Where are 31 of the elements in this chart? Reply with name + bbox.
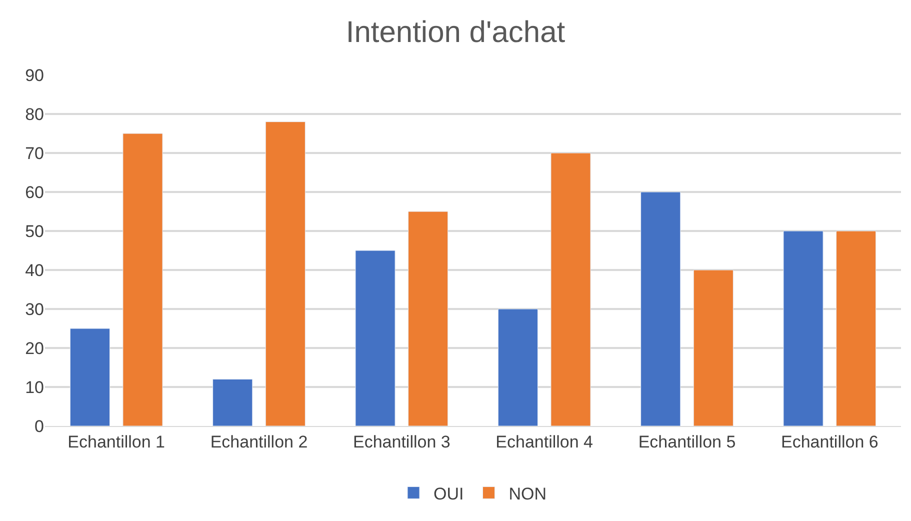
y-tick-label: 90 xyxy=(25,66,44,85)
bar xyxy=(70,328,110,426)
bar xyxy=(212,378,253,426)
bar xyxy=(355,250,396,426)
x-tick-label: Echantillon 2 xyxy=(210,432,308,452)
bar xyxy=(122,133,163,426)
y-tick-label: 20 xyxy=(25,338,44,358)
x-tick-label: Echantillon 1 xyxy=(68,432,165,452)
y-tick-label: 50 xyxy=(25,222,44,241)
bar xyxy=(408,211,448,426)
x-tick-label: Echantillon 5 xyxy=(638,432,736,452)
y-tick-label: 0 xyxy=(34,416,44,436)
bar xyxy=(693,270,734,426)
legend-label: NON xyxy=(508,484,547,504)
x-tick-label: Echantillon 6 xyxy=(781,432,878,452)
bar xyxy=(498,308,538,426)
y-tick-label: 30 xyxy=(25,300,44,319)
x-tick-label: Echantillon 3 xyxy=(353,432,450,452)
y-tick-label: 70 xyxy=(25,144,44,163)
legend-label: OUI xyxy=(434,484,464,504)
bar xyxy=(640,192,681,426)
y-tick-label: 60 xyxy=(25,182,44,202)
y-tick-label: 40 xyxy=(25,260,44,280)
chart-title: Intention d'achat xyxy=(346,16,566,49)
bar xyxy=(836,230,876,426)
bar xyxy=(265,122,306,426)
x-tick-label: Echantillon 4 xyxy=(496,432,593,452)
y-tick-label: 80 xyxy=(25,104,44,124)
bar xyxy=(550,152,591,426)
bar xyxy=(783,230,824,426)
y-tick-label: 10 xyxy=(25,378,44,397)
